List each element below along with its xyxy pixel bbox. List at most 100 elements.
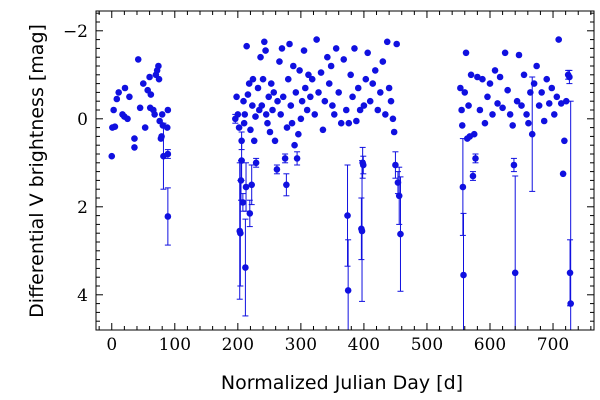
x-tick-label: 400 (348, 335, 380, 355)
y-tick-labels: −2 0 2 4 (63, 22, 88, 306)
data-point (566, 73, 573, 81)
data-point (362, 75, 370, 83)
data-point (321, 97, 329, 105)
data-point (258, 102, 266, 109)
x-tick-label: 700 (537, 335, 569, 355)
data-points (108, 36, 574, 307)
data-point (520, 71, 528, 79)
data-point (555, 36, 562, 43)
data-point (479, 75, 486, 83)
data-point (311, 111, 319, 118)
data-point (359, 161, 367, 169)
data-point (252, 159, 260, 167)
data-point (250, 137, 258, 145)
data-point (472, 155, 479, 162)
data-point (163, 124, 171, 131)
data-point (235, 124, 243, 131)
data-point (382, 111, 389, 118)
data-point (300, 47, 308, 54)
error-bar (345, 239, 352, 330)
data-point (511, 269, 519, 277)
data-point (489, 111, 496, 118)
data-point (303, 106, 311, 114)
data-point (155, 62, 162, 70)
data-point (286, 40, 293, 48)
data-point (543, 75, 551, 83)
data-point (392, 161, 399, 169)
data-point (390, 128, 398, 136)
x-tick-labels: 0 100 200 300 400 500 600 700 (106, 335, 569, 355)
data-point (297, 115, 305, 123)
data-point (124, 115, 131, 123)
data-point (459, 183, 467, 191)
data-point (146, 73, 153, 81)
y-tick-label: −2 (63, 22, 88, 42)
data-point (131, 135, 138, 142)
data-point (237, 177, 245, 184)
data-point (126, 93, 133, 101)
data-point (371, 67, 379, 74)
data-point (242, 264, 249, 271)
data-point (164, 150, 172, 158)
data-point (504, 86, 511, 94)
x-tick-label: 200 (222, 335, 254, 355)
data-point (358, 227, 366, 235)
data-point (278, 45, 286, 52)
data-point (249, 75, 257, 83)
data-point (270, 89, 278, 96)
data-point (528, 130, 536, 138)
axis-ticks (96, 11, 594, 330)
error-bar (512, 175, 519, 330)
x-tick-label: 100 (159, 335, 191, 355)
data-point (147, 91, 155, 98)
data-point (267, 80, 275, 87)
data-point (164, 106, 172, 114)
data-point (496, 73, 504, 81)
data-point (134, 56, 142, 63)
data-point (533, 62, 540, 70)
data-point (139, 80, 147, 87)
data-point (238, 137, 245, 145)
data-point (364, 49, 371, 57)
data-point (340, 56, 348, 63)
x-tick-label: 300 (285, 335, 317, 355)
data-point (315, 89, 322, 96)
data-point (397, 230, 404, 238)
data-point (566, 269, 574, 277)
data-point (345, 119, 353, 127)
data-point (557, 100, 565, 107)
data-point (254, 84, 262, 92)
data-point (351, 45, 358, 52)
data-point (292, 89, 300, 96)
plot-frame (95, 10, 595, 331)
data-point (301, 84, 309, 92)
data-point (164, 213, 172, 220)
data-point (298, 97, 306, 105)
data-point (330, 111, 338, 118)
error-bars (111, 37, 574, 330)
data-point (284, 75, 292, 83)
data-point (461, 89, 469, 96)
data-point (356, 106, 364, 114)
data-point (246, 210, 254, 217)
y-tick-label: 4 (77, 286, 88, 306)
data-point (525, 119, 532, 127)
data-point (344, 287, 352, 294)
data-point (465, 102, 472, 109)
data-point (366, 97, 374, 105)
data-point (244, 91, 252, 98)
data-point (457, 84, 464, 92)
data-point (513, 97, 521, 105)
data-point (151, 111, 158, 118)
data-point (460, 271, 467, 279)
data-point (342, 106, 350, 114)
data-point (261, 38, 268, 46)
data-point (462, 49, 470, 57)
data-point (545, 100, 553, 107)
data-point (506, 111, 514, 118)
data-point (288, 119, 296, 127)
data-point (389, 115, 397, 123)
data-point (269, 106, 276, 114)
x-tick-label: 600 (474, 335, 506, 355)
